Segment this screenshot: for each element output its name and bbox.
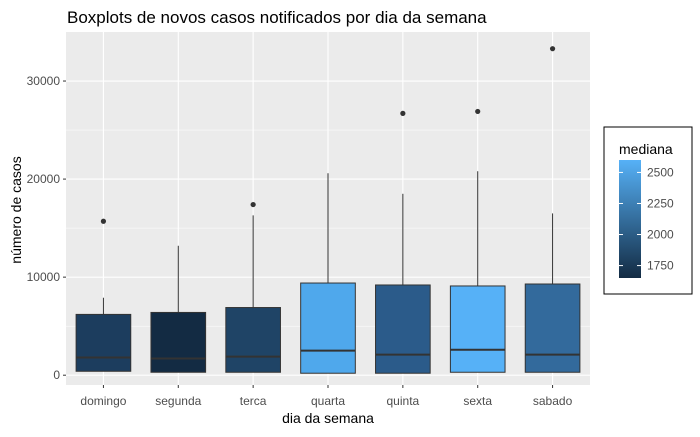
box-body	[225, 307, 281, 373]
x-tick-label: quarta	[311, 394, 345, 408]
x-tick-label: sexta	[463, 394, 492, 408]
outlier-point	[475, 108, 481, 115]
y-tick-label: 0	[53, 368, 60, 382]
x-tick-label: quinta	[387, 394, 420, 408]
x-tick-label: domingo	[80, 394, 126, 408]
box-domingo	[75, 218, 132, 372]
legend-title: mediana	[619, 141, 673, 157]
box-body	[375, 284, 431, 374]
box-body	[449, 285, 506, 373]
legend-label: 2000	[647, 228, 674, 242]
box-terca	[225, 201, 281, 373]
x-tick-label: segunda	[155, 394, 201, 408]
box-body	[75, 313, 132, 372]
x-tick-label: sabado	[533, 394, 573, 408]
y-axis-title: número de casos	[8, 156, 24, 263]
legend-label: 2500	[647, 165, 674, 179]
box-segunda	[150, 245, 207, 373]
y-tick-label: 20000	[27, 172, 61, 186]
box-sabado	[524, 46, 581, 373]
box-quinta	[375, 110, 431, 374]
y-tick-label: 30000	[27, 74, 61, 88]
box-body	[300, 282, 356, 374]
box-quarta	[300, 173, 356, 374]
legend: mediana 2500 2250 2000 1750	[603, 126, 693, 295]
legend-colorbar	[619, 160, 641, 278]
legend-frame	[603, 126, 693, 295]
box-body	[524, 283, 581, 373]
x-tick-label: terca	[240, 394, 267, 408]
outlier-point	[250, 201, 256, 208]
legend-label: 1750	[647, 259, 674, 273]
axes-layer: 0 10000 20000 30000 domingo segunda terca quart…	[27, 74, 573, 408]
outlier-point	[100, 218, 107, 224]
boxes-layer	[75, 46, 581, 374]
outlier-point	[549, 46, 556, 52]
chart-title: Boxplots de novos casos notificados por …	[67, 8, 487, 27]
x-axis-title: dia da semana	[282, 410, 374, 426]
box-sexta	[449, 108, 506, 373]
y-tick-label: 10000	[27, 270, 61, 284]
box-body	[150, 311, 207, 373]
outlier-point	[400, 110, 406, 116]
legend-label: 2250	[647, 196, 674, 210]
